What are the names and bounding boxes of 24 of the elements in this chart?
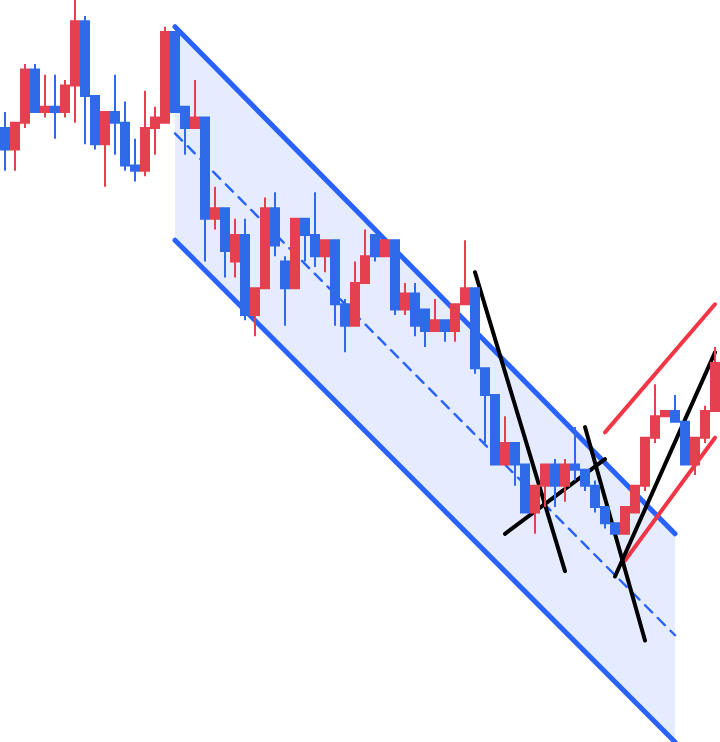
candlestick (390, 239, 400, 316)
candlestick (500, 415, 510, 466)
candlestick (280, 255, 290, 327)
candlestick (0, 111, 10, 172)
candlestick (400, 281, 410, 316)
candlestick (200, 116, 210, 263)
candlestick (30, 63, 40, 114)
candlestick (40, 73, 50, 119)
candlestick (220, 207, 230, 279)
candlestick (240, 217, 250, 322)
candlestick (100, 111, 110, 188)
candlestick (560, 458, 570, 503)
candlestick (290, 217, 300, 290)
candlestick (320, 239, 330, 274)
candlestick (430, 297, 440, 332)
candlestick (440, 319, 450, 343)
candlestick (190, 79, 200, 130)
candlestick (230, 217, 240, 279)
candlestick (50, 73, 60, 140)
candlestick (270, 191, 280, 258)
candlestick (550, 458, 560, 509)
candlestick (380, 239, 390, 258)
candlestick (210, 185, 220, 231)
candlestick (370, 233, 380, 263)
